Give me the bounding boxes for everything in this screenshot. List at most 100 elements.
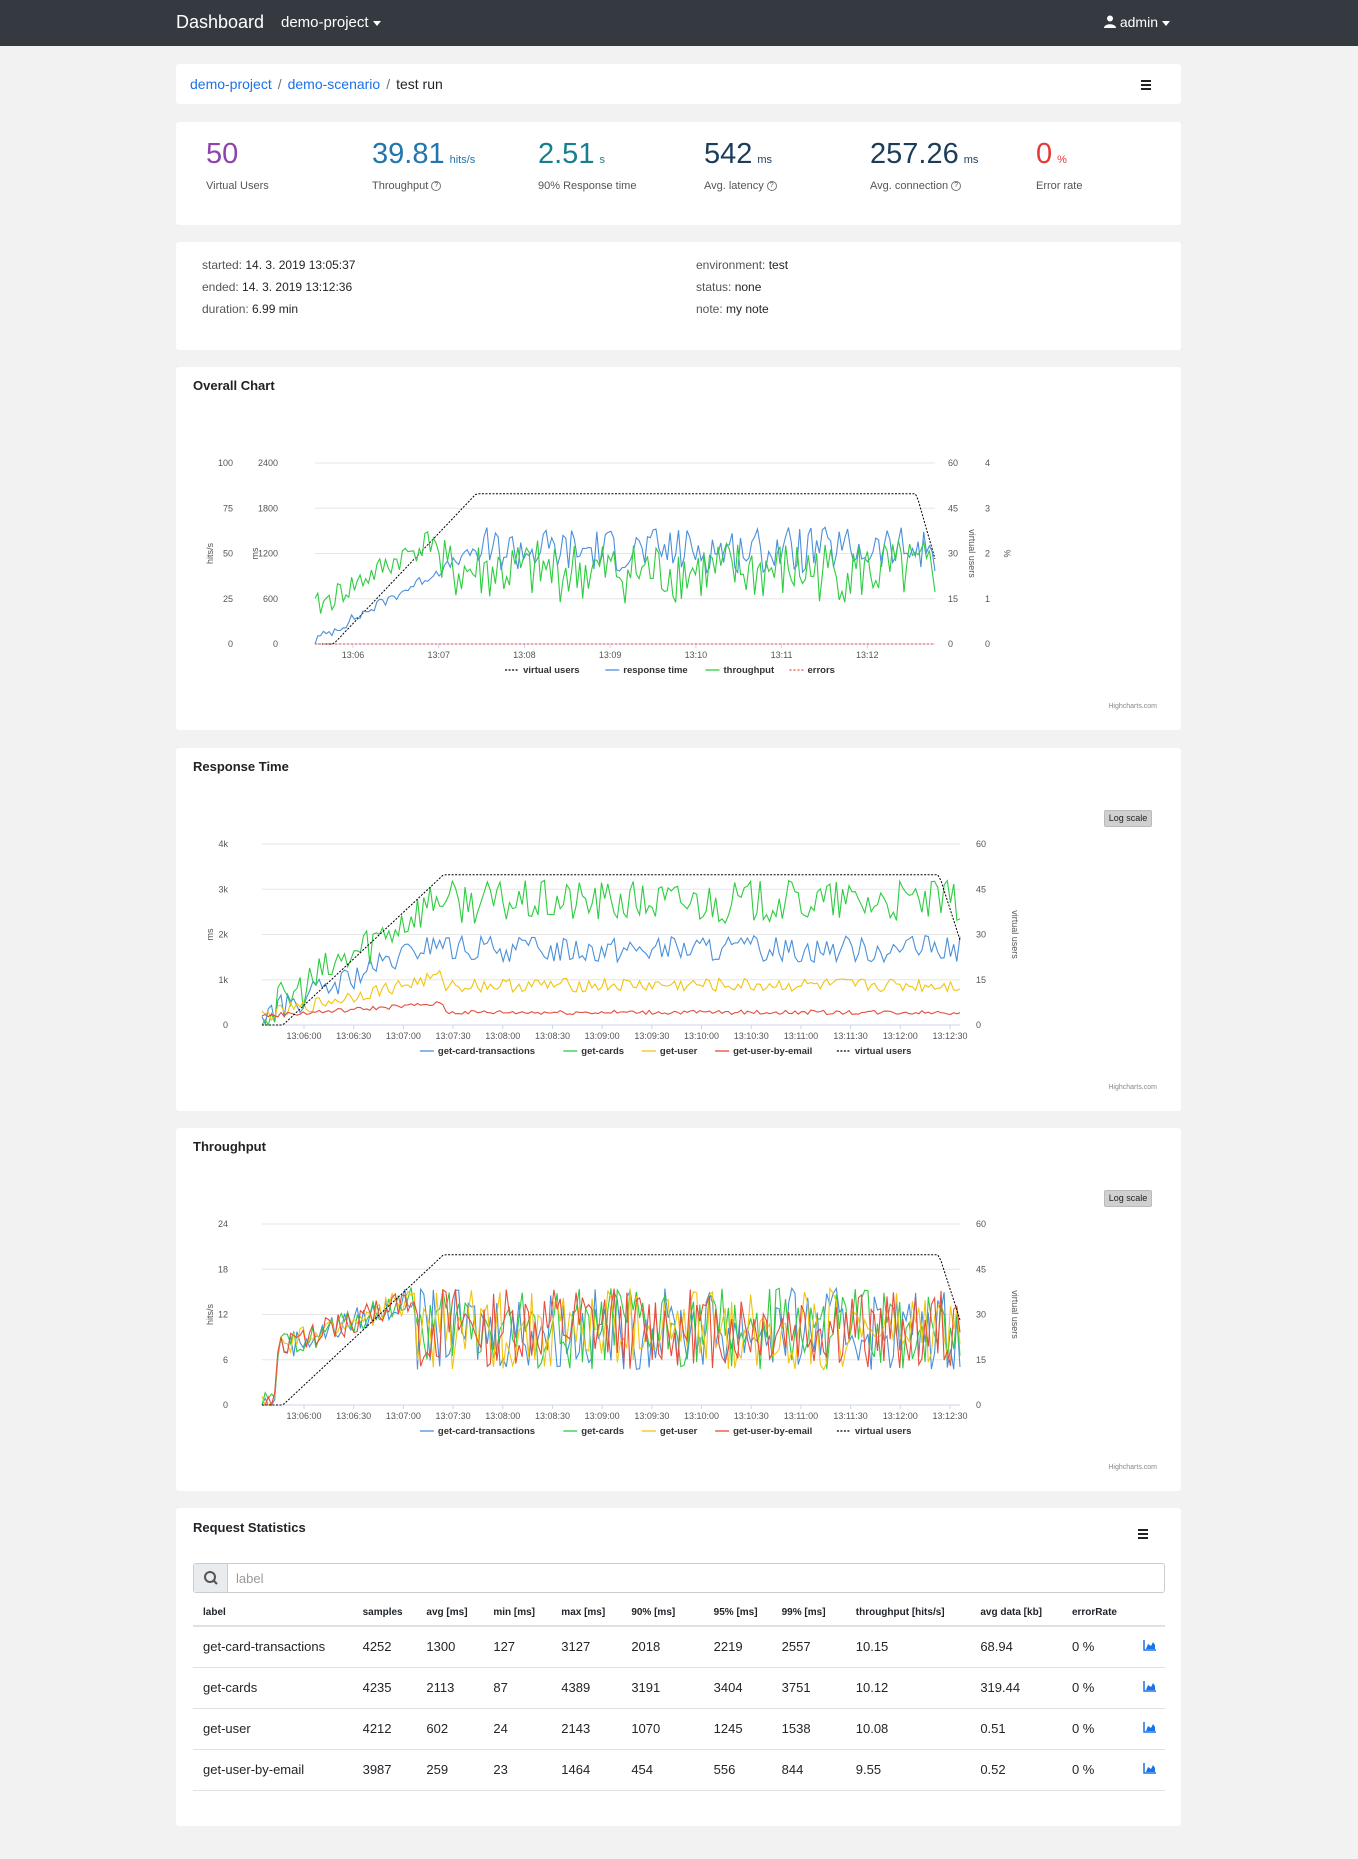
column-header[interactable]: label xyxy=(193,1600,353,1627)
chart-credits[interactable]: Highcharts.com xyxy=(1108,1084,1157,1091)
series-line-response-time[interactable] xyxy=(314,526,936,645)
table-cell: 4212 xyxy=(352,1708,417,1750)
breadcrumb-project-link[interactable]: demo-project xyxy=(190,76,272,92)
legend-item[interactable]: get-user xyxy=(660,1046,698,1057)
column-header[interactable]: 90% [ms] xyxy=(621,1600,704,1627)
log-scale-button[interactable]: Log scale xyxy=(1104,1190,1152,1207)
table-cell: 4235 xyxy=(352,1667,417,1709)
brand-link[interactable]: Dashboard xyxy=(176,12,265,32)
log-scale-button[interactable]: Log scale xyxy=(1104,810,1152,827)
y-tick-label: 50 xyxy=(223,549,233,559)
column-header[interactable]: max [ms] xyxy=(551,1600,622,1627)
series-line-get-user-by-email[interactable] xyxy=(262,1288,961,1407)
menu-icon[interactable] xyxy=(1138,78,1154,91)
table-cell: 10.08 xyxy=(845,1708,971,1750)
legend-item[interactable]: throughput xyxy=(724,665,775,676)
y-tick-label: 25 xyxy=(223,594,233,604)
x-tick-label: 13:12:30 xyxy=(932,1031,967,1041)
legend-item[interactable]: virtual users xyxy=(855,1046,912,1057)
chart-credits[interactable]: Highcharts.com xyxy=(1108,703,1157,710)
legend-item[interactable]: get-user-by-email xyxy=(733,1046,812,1057)
axis-title: hits/s xyxy=(205,543,215,565)
kpi-label: Error rate xyxy=(1036,180,1083,192)
column-header[interactable]: errorRate xyxy=(1061,1600,1135,1627)
table-cell: 556 xyxy=(703,1749,772,1791)
y-tick-label: 15 xyxy=(976,975,986,985)
legend-item[interactable]: response time xyxy=(623,665,687,676)
legend-item[interactable]: virtual users xyxy=(523,665,580,676)
chart-link-cell xyxy=(1134,1626,1165,1668)
x-tick-label: 13:10:30 xyxy=(734,1411,769,1421)
chart-credits[interactable]: Highcharts.com xyxy=(1108,1464,1157,1471)
overall-chart[interactable]: 0255075100hits/s0600120018002400ms015304… xyxy=(176,367,1181,730)
x-tick-label: 13:10:00 xyxy=(684,1411,719,1421)
user-dropdown[interactable]: admin xyxy=(1103,14,1170,30)
column-header[interactable]: min [ms] xyxy=(483,1600,552,1627)
help-icon[interactable]: ? xyxy=(766,181,777,192)
breadcrumb-scenario-link[interactable]: demo-scenario xyxy=(287,76,381,92)
kpi-label: 90% Response time xyxy=(538,180,637,192)
series-line-get-user[interactable] xyxy=(261,969,961,1021)
x-tick-label: 13:06:00 xyxy=(286,1411,321,1421)
y-tick-label: 3 xyxy=(985,503,990,513)
help-icon[interactable]: ? xyxy=(431,181,442,192)
area-chart-icon[interactable] xyxy=(1142,1680,1157,1692)
x-tick-label: 13:09:00 xyxy=(585,1411,620,1421)
column-header[interactable]: throughput [hits/s] xyxy=(845,1600,971,1627)
area-chart-icon[interactable] xyxy=(1142,1721,1157,1733)
legend-item[interactable]: errors xyxy=(808,665,835,676)
column-header[interactable]: samples xyxy=(352,1600,417,1627)
user-icon xyxy=(1103,15,1116,28)
series-line-get-user-by-email[interactable] xyxy=(261,1001,961,1018)
area-chart-icon[interactable] xyxy=(1142,1762,1157,1774)
series-line-get-card-transactions[interactable] xyxy=(261,934,961,1026)
x-tick-label: 13:09:30 xyxy=(634,1031,669,1041)
info-note: note: my note xyxy=(696,302,769,316)
y-tick-label: 45 xyxy=(976,1264,986,1274)
x-tick-label: 13:11:00 xyxy=(784,1411,818,1421)
x-tick-label: 13:12 xyxy=(856,650,879,660)
response-time-chart[interactable]: 0 1k 2k 3k 4k ms 0 15 30 45 60 virtual users 13:06:0… xyxy=(176,748,1181,1111)
series-line-throughput[interactable] xyxy=(314,530,936,614)
table-cell: 1245 xyxy=(703,1708,772,1750)
column-header[interactable]: avg [ms] xyxy=(416,1600,484,1627)
series-line-get-user[interactable] xyxy=(261,1286,961,1406)
legend-item[interactable]: get-card-transactions xyxy=(438,1046,535,1057)
column-header[interactable]: 95% [ms] xyxy=(703,1600,772,1627)
column-header[interactable]: 99% [ms] xyxy=(771,1600,846,1627)
axis-title: % xyxy=(1002,549,1012,557)
x-tick-label: 13:10:00 xyxy=(684,1031,719,1041)
area-chart-icon[interactable] xyxy=(1142,1639,1157,1651)
series-line-get-cards[interactable] xyxy=(261,1287,961,1406)
table-cell: get-card-transactions xyxy=(193,1626,353,1668)
series-line-virtual-users[interactable] xyxy=(262,874,961,1026)
y-tick-label: 3k xyxy=(218,884,228,894)
series-line-virtual-users[interactable] xyxy=(315,493,936,645)
menu-icon[interactable] xyxy=(1135,1527,1151,1540)
table-cell: 0 % xyxy=(1061,1708,1135,1750)
series-line-virtual-users[interactable] xyxy=(262,1254,961,1406)
table-cell: 2018 xyxy=(621,1626,704,1668)
y-tick-label: 30 xyxy=(976,930,986,940)
kpi-unit: ms xyxy=(963,154,979,166)
breadcrumb-current: test run xyxy=(396,76,443,92)
search-input[interactable] xyxy=(236,1569,1136,1587)
throughput-chart[interactable]: 0 6 12 18 24 hits/s 0 15 30 45 60 virtual users 13:0… xyxy=(176,1128,1181,1491)
table-cell: 24 xyxy=(483,1708,552,1750)
legend-item[interactable]: get-user-by-email xyxy=(733,1426,812,1437)
legend-item[interactable]: virtual users xyxy=(855,1426,912,1437)
axis-title: virtual users xyxy=(1010,1290,1020,1339)
project-dropdown[interactable]: demo-project xyxy=(281,14,381,31)
table-row: get-cards 4235 2113 87 4389 3191 3404 3751 10.12… xyxy=(193,1667,1165,1709)
stats-table: label samples avg [ms] min [ms] max [ms] 90% … xyxy=(193,1600,1165,1791)
legend-item[interactable]: get-cards xyxy=(581,1046,624,1057)
table-cell: 9.55 xyxy=(845,1749,971,1791)
legend-item[interactable]: get-cards xyxy=(581,1426,624,1437)
series-line-get-cards[interactable] xyxy=(261,879,961,1027)
column-header[interactable]: avg data [kb] xyxy=(970,1600,1062,1627)
y-tick-label: 0 xyxy=(223,1400,228,1410)
legend-item[interactable]: get-card-transactions xyxy=(438,1426,535,1437)
table-cell: get-user xyxy=(193,1708,353,1750)
legend-item[interactable]: get-user xyxy=(660,1426,698,1437)
help-icon[interactable]: ? xyxy=(951,181,962,192)
